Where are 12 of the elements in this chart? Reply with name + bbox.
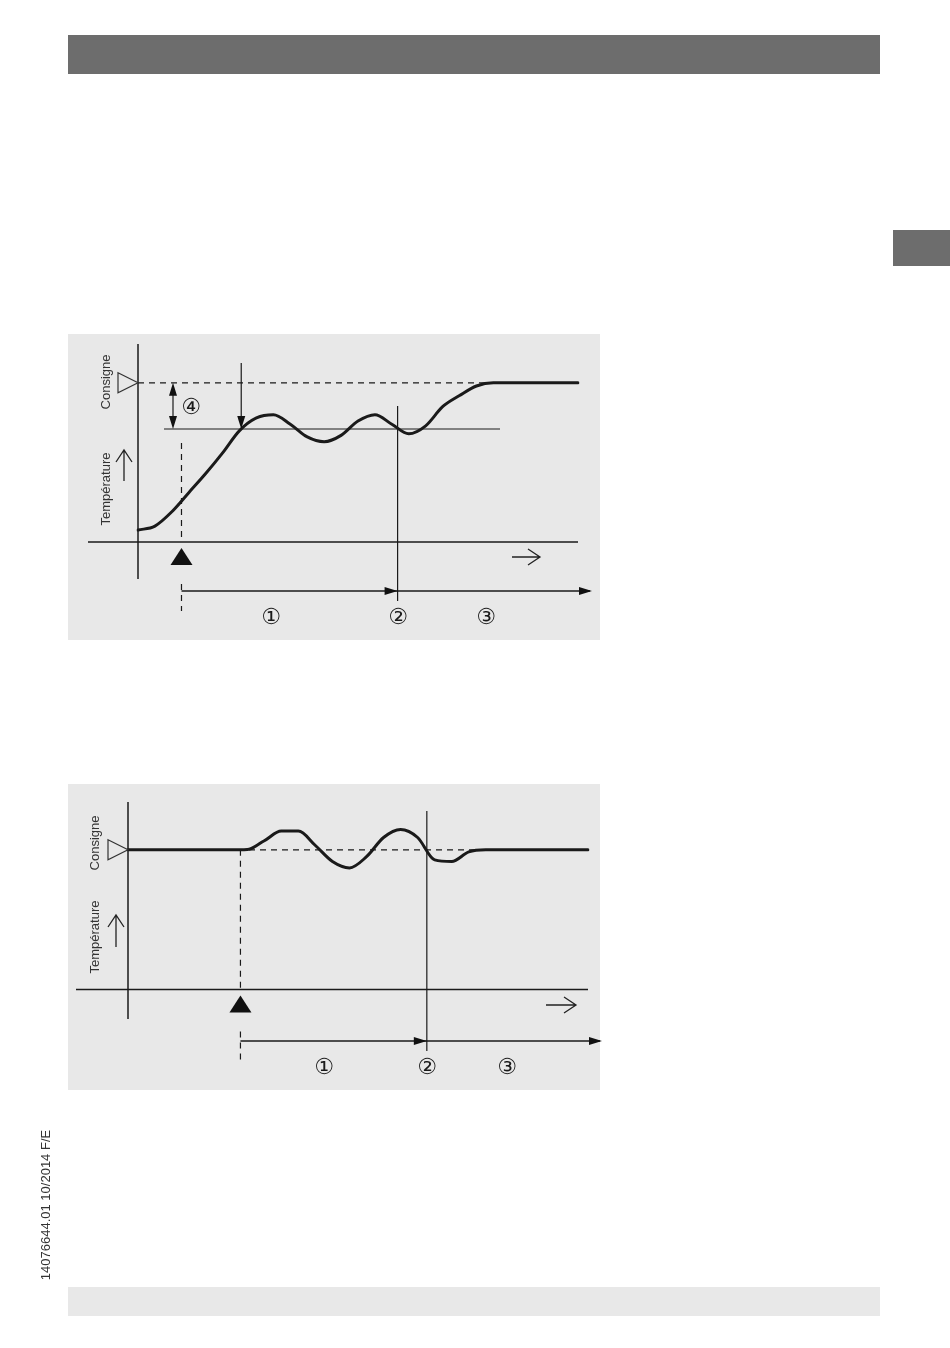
ref-line-label: Consigne	[97, 354, 113, 410]
y-axis-title: Température	[86, 900, 102, 974]
annotation: ④	[181, 393, 201, 419]
text: 14076644.01 10/2014 F/E	[37, 1129, 53, 1281]
text: ①	[314, 1053, 334, 1079]
text: ②	[388, 603, 408, 629]
text: ①	[261, 603, 281, 629]
text: ②	[417, 1053, 437, 1079]
y-axis-title: Température	[97, 452, 113, 526]
text: ③	[497, 1053, 517, 1079]
text: ③	[476, 603, 496, 629]
ref-line-label: Consigne	[86, 815, 102, 871]
